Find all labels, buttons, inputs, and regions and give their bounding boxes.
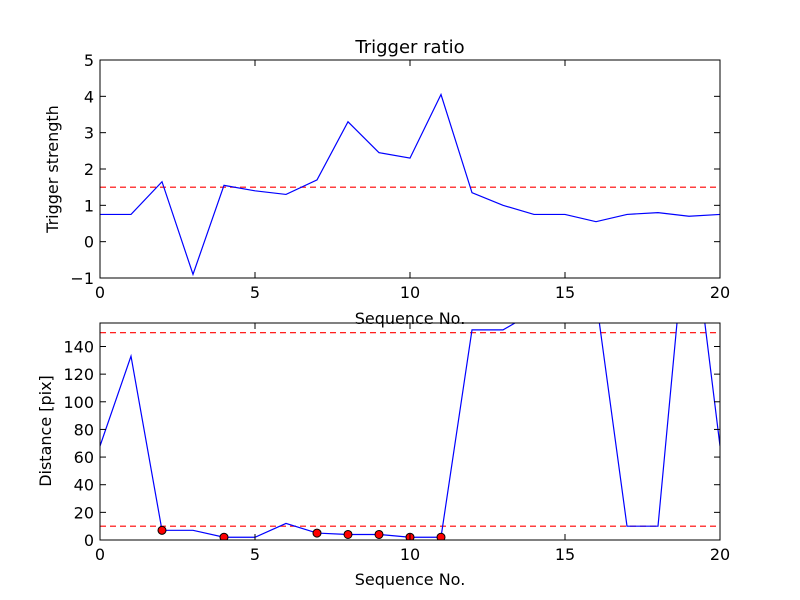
y-tick-label: 0 (84, 531, 94, 550)
data-point-marker (157, 525, 167, 535)
data-point-marker (436, 532, 446, 540)
series-line (100, 323, 720, 538)
plot-content (100, 323, 720, 540)
x-tick-label: 15 (555, 283, 575, 302)
data-point-marker (219, 532, 229, 540)
y-tick-label: 3 (84, 124, 94, 143)
distance-subplot: Sequence No. Distance [pix] 0 5 10 15 20 0 20 4… (36, 322, 730, 589)
x-tick-label: 15 (555, 545, 575, 564)
chart-title: Trigger ratio (354, 37, 464, 58)
y-tick-label: 140 (63, 337, 94, 356)
y-tick-label: 1 (84, 196, 94, 215)
x-axis-label: Sequence No. (355, 570, 466, 589)
x-tick-label: 10 (400, 283, 420, 302)
y-tick-label: 5 (84, 51, 94, 70)
plot-area: 0 5 10 15 20 0 20 40 60 80 100 120 140 (63, 322, 730, 564)
x-tick-label: 0 (95, 283, 105, 302)
x-tick-label: 0 (95, 545, 105, 564)
y-tick-label: 2 (84, 160, 94, 179)
x-tick-label: 5 (250, 545, 260, 564)
y-tick-label: 40 (74, 476, 94, 495)
data-point-marker (312, 528, 322, 538)
x-tick-label: 20 (710, 283, 730, 302)
y-tick-label: 100 (63, 393, 94, 412)
y-tick-label: 120 (63, 365, 94, 384)
series-line (100, 92, 720, 277)
x-tick-label: 20 (710, 545, 730, 564)
axes-frame (99, 59, 721, 279)
y-tick-label: 20 (74, 503, 94, 522)
y-tick-label: −1 (70, 269, 94, 288)
y-tick-label: 0 (84, 233, 94, 252)
plot-content (100, 92, 720, 277)
x-tick-label: 10 (400, 545, 420, 564)
data-point-marker (343, 529, 353, 539)
y-tick-label: 80 (74, 420, 94, 439)
axes-frame (99, 322, 721, 541)
y-axis-label: Distance [pix] (36, 375, 55, 487)
trigger-ratio-subplot: Trigger ratio Sequence No. Trigger stren… (43, 37, 730, 328)
data-point-marker (374, 529, 384, 539)
y-axis-label: Trigger strength (43, 105, 62, 234)
y-tick-label: 4 (84, 87, 94, 106)
x-tick-label: 5 (250, 283, 260, 302)
y-tick-label: 60 (74, 448, 94, 467)
